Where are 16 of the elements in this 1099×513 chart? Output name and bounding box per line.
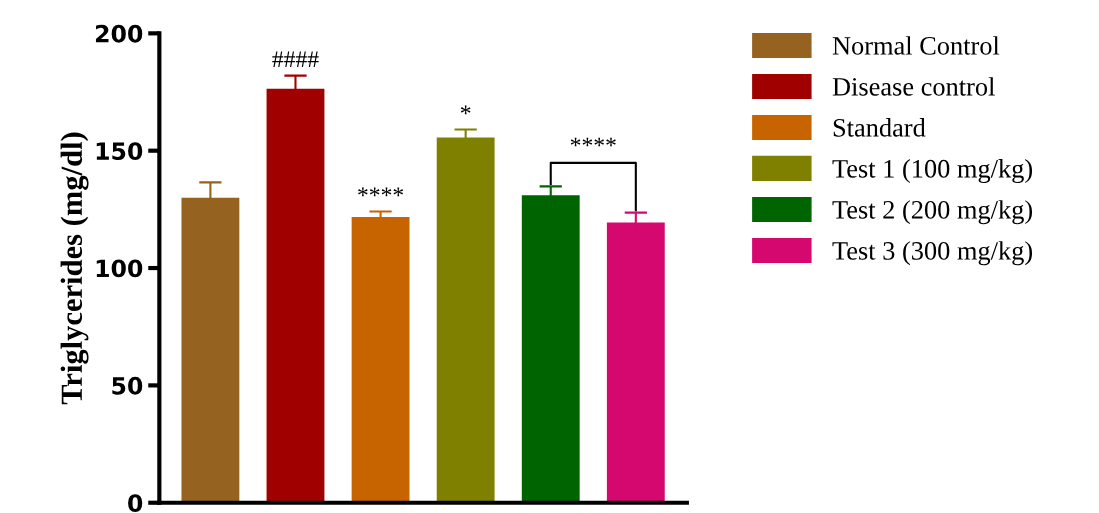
y-tick-label: 150 (96, 142, 143, 160)
annotation: **** (358, 187, 404, 197)
legend-label: Test 1 (100 mg/kg) (832, 159, 1033, 184)
annotation: #### (272, 51, 319, 68)
y-tick-label: 0 (128, 494, 143, 513)
legend-label: Disease control (832, 77, 995, 96)
y-tick-label: 100 (96, 259, 143, 278)
annotation: * (460, 105, 471, 115)
legend-label: Test 3 (300 mg/kg) (832, 241, 1033, 266)
y-tick-label: 50 (112, 376, 143, 395)
annotation: **** (570, 137, 616, 147)
legend-label: Normal Control (832, 36, 1000, 55)
legend-label: Test 2 (200 mg/kg) (832, 200, 1033, 225)
y-tick-label: 200 (95, 24, 143, 43)
legend-label: Standard (833, 118, 926, 137)
y-axis-title: Triglycerides (mg/dl) (60, 132, 89, 405)
